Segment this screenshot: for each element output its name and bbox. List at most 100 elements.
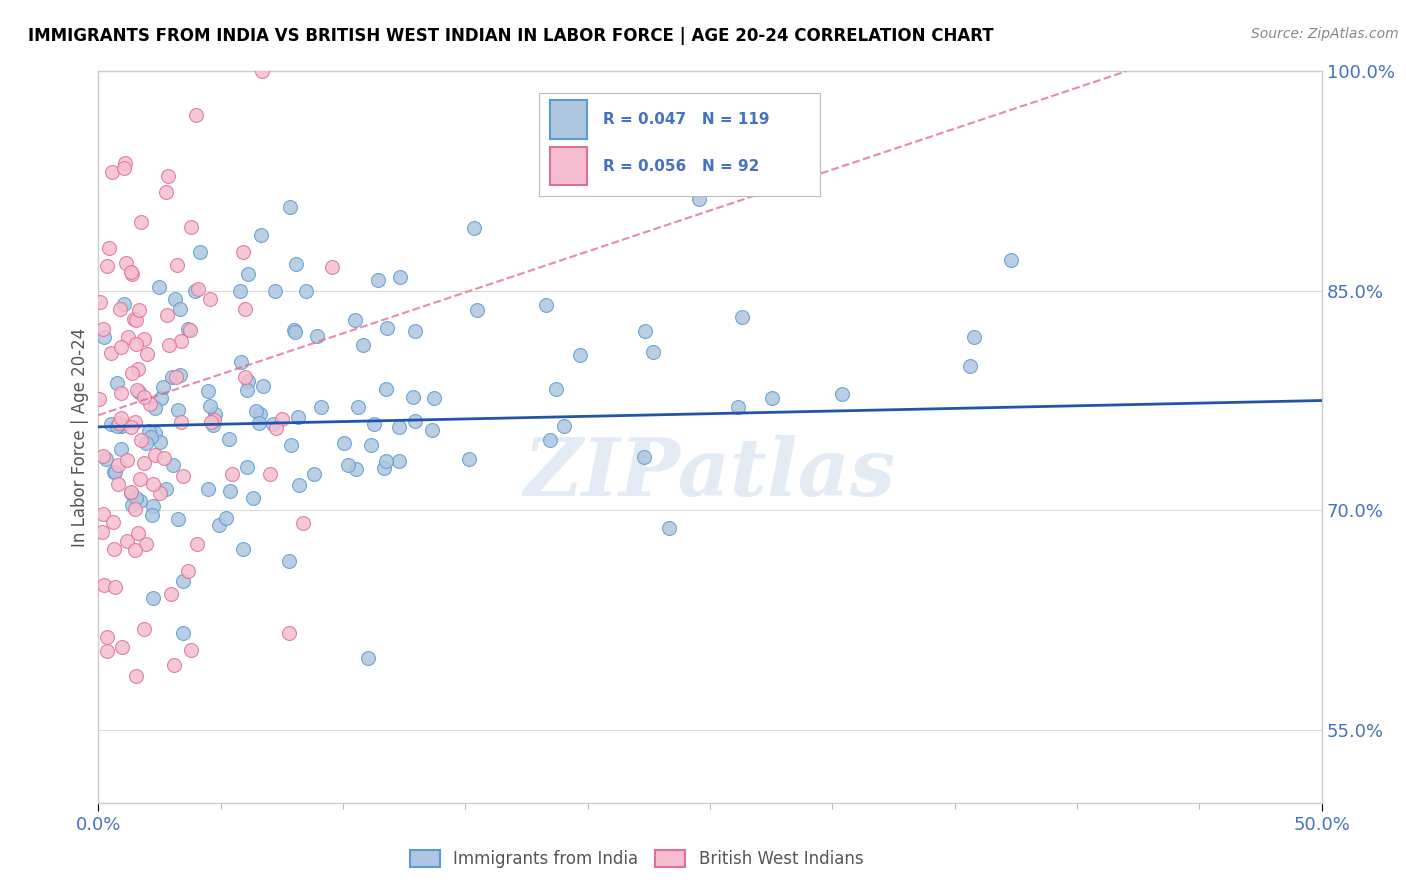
Point bbox=[284, 257, 307, 271]
Point bbox=[180, 642, 202, 657]
Point bbox=[132, 390, 155, 404]
Point bbox=[129, 493, 152, 508]
Point bbox=[152, 380, 174, 394]
Point bbox=[125, 491, 148, 506]
Point bbox=[121, 367, 143, 381]
Point bbox=[277, 625, 299, 640]
Point bbox=[184, 284, 207, 298]
Point bbox=[727, 400, 749, 414]
Point bbox=[101, 515, 124, 529]
Point bbox=[165, 369, 187, 384]
Point bbox=[388, 419, 411, 434]
Point bbox=[357, 650, 380, 665]
Legend: Immigrants from India, British West Indians: Immigrants from India, British West Indi… bbox=[404, 844, 870, 875]
Point bbox=[375, 454, 398, 468]
Point bbox=[122, 311, 145, 326]
Point bbox=[162, 458, 184, 472]
Point bbox=[250, 64, 273, 78]
Point bbox=[163, 657, 186, 672]
Point bbox=[120, 486, 142, 500]
Point bbox=[125, 383, 148, 397]
Point bbox=[207, 517, 229, 532]
Point bbox=[124, 415, 146, 429]
Point bbox=[169, 368, 191, 383]
Point bbox=[160, 370, 183, 384]
Point bbox=[283, 323, 305, 337]
Point bbox=[100, 346, 122, 360]
Point bbox=[197, 384, 219, 398]
Point bbox=[264, 421, 287, 435]
Y-axis label: In Labor Force | Age 20-24: In Labor Force | Age 20-24 bbox=[70, 327, 89, 547]
Point bbox=[89, 295, 111, 310]
Point bbox=[229, 284, 252, 298]
Point bbox=[143, 449, 166, 463]
Point bbox=[120, 265, 142, 279]
Point bbox=[153, 451, 176, 466]
Point bbox=[321, 260, 343, 275]
Text: IMMIGRANTS FROM INDIA VS BRITISH WEST INDIAN IN LABOR FORCE | AGE 20-24 CORRELAT: IMMIGRANTS FROM INDIA VS BRITISH WEST IN… bbox=[28, 27, 994, 45]
Point bbox=[186, 536, 208, 550]
Point bbox=[160, 586, 183, 600]
Point bbox=[831, 387, 853, 401]
Point bbox=[333, 436, 356, 450]
Point bbox=[252, 379, 274, 393]
Point bbox=[141, 508, 163, 523]
Point bbox=[388, 269, 411, 284]
Point bbox=[115, 452, 138, 467]
Point bbox=[94, 452, 117, 467]
Point bbox=[374, 382, 396, 396]
Point bbox=[142, 500, 165, 514]
Point bbox=[103, 465, 125, 479]
Point bbox=[731, 310, 754, 325]
Point bbox=[249, 407, 271, 421]
Point bbox=[388, 454, 411, 468]
Point bbox=[402, 390, 425, 404]
Point bbox=[270, 412, 292, 426]
Point bbox=[96, 644, 118, 658]
Point bbox=[184, 108, 207, 122]
Point bbox=[143, 425, 166, 440]
Point bbox=[363, 417, 385, 431]
Point bbox=[249, 228, 271, 243]
Point bbox=[352, 338, 374, 352]
Point bbox=[127, 361, 149, 376]
Point bbox=[121, 267, 143, 281]
Point bbox=[167, 512, 190, 526]
Point bbox=[115, 534, 138, 549]
Point bbox=[91, 449, 114, 463]
Point bbox=[135, 537, 157, 551]
Point bbox=[307, 329, 329, 343]
Point bbox=[215, 510, 238, 524]
Point bbox=[177, 321, 200, 335]
Point bbox=[404, 324, 426, 338]
Point bbox=[129, 214, 152, 228]
Point bbox=[169, 301, 191, 316]
Point bbox=[135, 436, 157, 450]
Point bbox=[111, 640, 134, 654]
Point bbox=[156, 169, 179, 183]
Point bbox=[343, 313, 366, 327]
Point bbox=[96, 259, 118, 273]
Point bbox=[112, 296, 135, 310]
Point bbox=[125, 336, 148, 351]
Point bbox=[404, 414, 426, 428]
Point bbox=[422, 423, 444, 437]
Point bbox=[170, 334, 193, 348]
Point bbox=[423, 391, 446, 405]
Point bbox=[172, 469, 194, 483]
Point bbox=[142, 476, 165, 491]
Point bbox=[125, 313, 148, 327]
Point bbox=[105, 418, 128, 433]
Point bbox=[139, 430, 162, 444]
Text: Source: ZipAtlas.com: Source: ZipAtlas.com bbox=[1251, 27, 1399, 41]
Point bbox=[198, 399, 221, 413]
Point bbox=[337, 458, 360, 472]
Point bbox=[180, 219, 202, 234]
Point bbox=[96, 630, 118, 644]
Point bbox=[292, 516, 315, 530]
Point bbox=[120, 419, 142, 434]
Point bbox=[377, 321, 399, 335]
Point bbox=[142, 591, 165, 605]
Point bbox=[93, 330, 115, 344]
Point bbox=[236, 460, 259, 475]
